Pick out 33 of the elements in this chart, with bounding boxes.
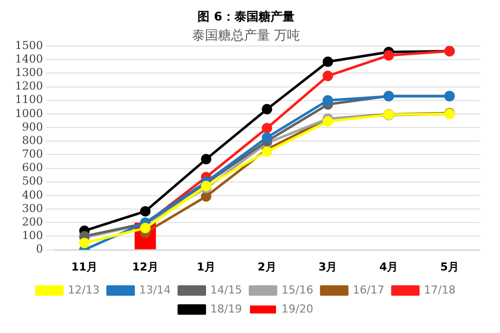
y-tick-label: 400 <box>22 188 43 202</box>
legend-label: 19/20 <box>282 302 314 316</box>
y-tick-label: 1000 <box>14 106 43 120</box>
legend-label: 16/17 <box>352 283 384 296</box>
y-tick-label: 200 <box>22 215 43 228</box>
y-tick-label: 0 <box>36 242 43 256</box>
legend-label: 12/13 <box>68 283 100 296</box>
y-tick-label: 800 <box>22 134 43 147</box>
x-tick-label: 1月 <box>196 260 216 274</box>
x-tick-label: 2月 <box>258 260 276 274</box>
y-tick-label: 1200 <box>14 80 43 93</box>
y-tick-label: 1400 <box>14 52 43 66</box>
x-tick-label: 4月 <box>379 260 398 274</box>
y-tick-label: 100 <box>22 229 43 242</box>
legend-label: 17/18 <box>424 283 456 296</box>
y-tick-label: 1300 <box>14 66 43 80</box>
legend-label: 14/15 <box>210 283 242 296</box>
legend-label: 18/19 <box>210 302 242 316</box>
y-tick-label: 900 <box>22 120 43 134</box>
y-tick-label: 1100 <box>14 93 43 106</box>
chart-title: 图 6：泰国糖产量 <box>198 9 294 24</box>
x-tick-label: 3月 <box>318 260 338 274</box>
y-tick-label: 500 <box>22 174 43 188</box>
y-tick-label: 300 <box>22 202 43 215</box>
y-tick-label: 600 <box>22 161 43 174</box>
y-tick-label: 700 <box>22 148 43 161</box>
x-tick-label: 5月 <box>440 260 459 274</box>
legend-label: 15/16 <box>282 283 314 296</box>
y-tick-label: 1500 <box>14 38 43 52</box>
chart-subtitle: 泰国糖总产量 万吨 <box>192 28 300 44</box>
x-tick-label: 12月 <box>132 260 158 274</box>
legend-label: 13/14 <box>139 283 171 296</box>
x-tick-label: 11月 <box>71 260 98 274</box>
